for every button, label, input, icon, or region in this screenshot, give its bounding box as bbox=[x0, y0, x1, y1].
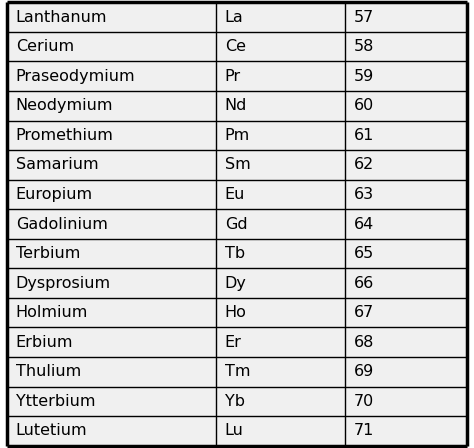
FancyBboxPatch shape bbox=[7, 209, 467, 239]
Text: Lanthanum: Lanthanum bbox=[16, 9, 107, 25]
Text: Er: Er bbox=[225, 335, 242, 350]
FancyBboxPatch shape bbox=[7, 32, 467, 61]
Text: 69: 69 bbox=[354, 364, 374, 379]
FancyBboxPatch shape bbox=[7, 239, 467, 268]
Text: Tb: Tb bbox=[225, 246, 245, 261]
Text: Samarium: Samarium bbox=[16, 157, 98, 172]
Text: Nd: Nd bbox=[225, 98, 247, 113]
Text: Europium: Europium bbox=[16, 187, 93, 202]
Text: La: La bbox=[225, 9, 244, 25]
Text: 65: 65 bbox=[354, 246, 374, 261]
FancyBboxPatch shape bbox=[7, 150, 467, 180]
FancyBboxPatch shape bbox=[7, 416, 467, 446]
Text: Ho: Ho bbox=[225, 305, 246, 320]
Text: 67: 67 bbox=[354, 305, 374, 320]
Text: 61: 61 bbox=[354, 128, 374, 143]
Text: 63: 63 bbox=[354, 187, 374, 202]
FancyBboxPatch shape bbox=[7, 387, 467, 416]
Text: Neodymium: Neodymium bbox=[16, 98, 113, 113]
Text: Pr: Pr bbox=[225, 69, 241, 84]
Text: Gd: Gd bbox=[225, 216, 247, 232]
Text: 64: 64 bbox=[354, 216, 374, 232]
Text: 66: 66 bbox=[354, 276, 374, 291]
Text: 59: 59 bbox=[354, 69, 374, 84]
Text: Thulium: Thulium bbox=[16, 364, 81, 379]
Text: 71: 71 bbox=[354, 423, 374, 439]
FancyBboxPatch shape bbox=[7, 61, 467, 91]
Text: 58: 58 bbox=[354, 39, 374, 54]
Text: Terbium: Terbium bbox=[16, 246, 80, 261]
Text: Gadolinium: Gadolinium bbox=[16, 216, 108, 232]
Text: Sm: Sm bbox=[225, 157, 251, 172]
FancyBboxPatch shape bbox=[7, 327, 467, 357]
FancyBboxPatch shape bbox=[7, 180, 467, 209]
Text: Dy: Dy bbox=[225, 276, 246, 291]
FancyBboxPatch shape bbox=[7, 298, 467, 327]
Text: Promethium: Promethium bbox=[16, 128, 113, 143]
Text: Eu: Eu bbox=[225, 187, 245, 202]
FancyBboxPatch shape bbox=[7, 121, 467, 150]
FancyBboxPatch shape bbox=[7, 2, 467, 32]
Text: Holmium: Holmium bbox=[16, 305, 88, 320]
Text: Yb: Yb bbox=[225, 394, 245, 409]
Text: 62: 62 bbox=[354, 157, 374, 172]
FancyBboxPatch shape bbox=[7, 268, 467, 298]
Text: Pm: Pm bbox=[225, 128, 250, 143]
Text: 68: 68 bbox=[354, 335, 374, 350]
Text: 57: 57 bbox=[354, 9, 374, 25]
Text: Praseodymium: Praseodymium bbox=[16, 69, 135, 84]
Text: Ytterbium: Ytterbium bbox=[16, 394, 95, 409]
Text: Dysprosium: Dysprosium bbox=[16, 276, 111, 291]
Text: Tm: Tm bbox=[225, 364, 250, 379]
Text: 70: 70 bbox=[354, 394, 374, 409]
FancyBboxPatch shape bbox=[7, 91, 467, 121]
Text: Cerium: Cerium bbox=[16, 39, 74, 54]
FancyBboxPatch shape bbox=[7, 357, 467, 387]
Text: Lutetium: Lutetium bbox=[16, 423, 87, 439]
Text: Erbium: Erbium bbox=[16, 335, 73, 350]
Text: 60: 60 bbox=[354, 98, 374, 113]
Text: Ce: Ce bbox=[225, 39, 246, 54]
Text: Lu: Lu bbox=[225, 423, 244, 439]
